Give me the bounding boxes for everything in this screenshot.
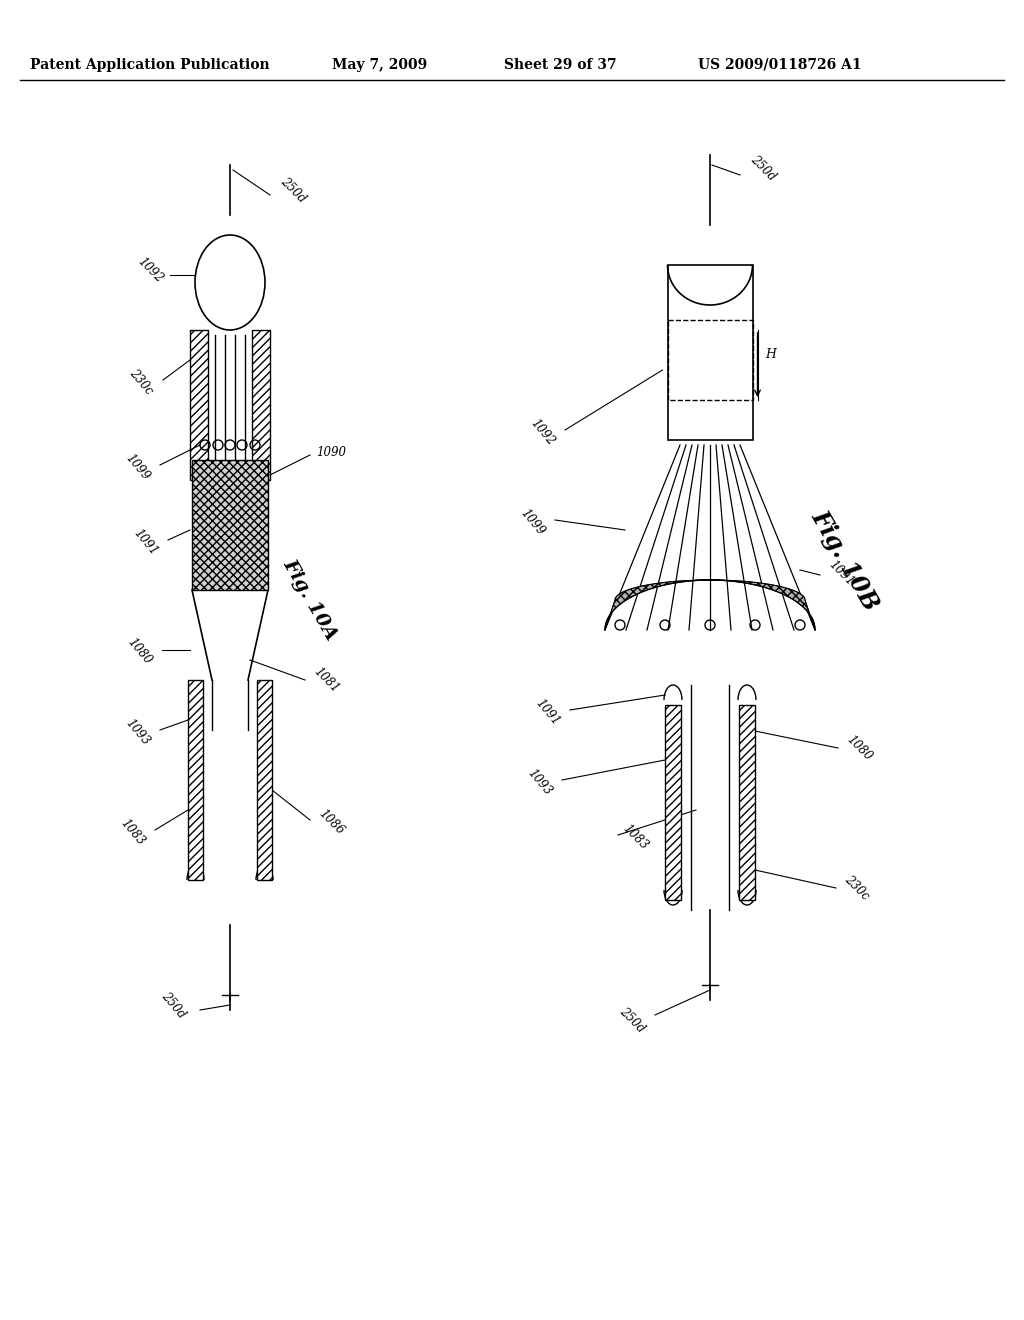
- Text: 1091: 1091: [532, 697, 562, 727]
- Text: 250d: 250d: [616, 1005, 647, 1035]
- Bar: [739, 705, 755, 900]
- Text: 250d: 250d: [159, 989, 188, 1020]
- Text: 230c: 230c: [842, 873, 871, 903]
- Text: US 2009/0118726 A1: US 2009/0118726 A1: [698, 58, 862, 73]
- Text: 1099: 1099: [123, 451, 152, 483]
- Text: 1083: 1083: [620, 822, 650, 853]
- Bar: [188, 680, 203, 880]
- Text: Patent Application Publication: Patent Application Publication: [30, 58, 269, 73]
- Text: 1092: 1092: [527, 416, 557, 447]
- Text: 1093: 1093: [123, 717, 152, 747]
- Bar: [188, 680, 203, 880]
- Ellipse shape: [195, 235, 265, 330]
- Text: 1091: 1091: [131, 527, 160, 557]
- FancyBboxPatch shape: [252, 330, 270, 480]
- Text: Fig. 10A: Fig. 10A: [280, 556, 341, 644]
- FancyBboxPatch shape: [668, 265, 753, 440]
- FancyBboxPatch shape: [190, 330, 208, 480]
- Text: 1083: 1083: [118, 816, 147, 847]
- Text: 1093: 1093: [524, 767, 554, 797]
- Text: 250d: 250d: [278, 174, 308, 205]
- Text: 1086: 1086: [316, 807, 346, 837]
- Text: H: H: [765, 348, 776, 362]
- Bar: [739, 705, 755, 900]
- Text: 1081: 1081: [311, 665, 341, 696]
- Text: May 7, 2009: May 7, 2009: [333, 58, 428, 73]
- Text: Sheet 29 of 37: Sheet 29 of 37: [504, 58, 616, 73]
- Text: 1080: 1080: [844, 733, 874, 763]
- Text: 1099: 1099: [518, 507, 547, 537]
- Bar: [665, 705, 681, 900]
- Text: 250d: 250d: [748, 153, 778, 183]
- Bar: [668, 319, 753, 400]
- Text: 1080: 1080: [125, 635, 154, 667]
- Text: Fig. 10B: Fig. 10B: [807, 506, 884, 614]
- Bar: [257, 680, 272, 880]
- Text: 230c: 230c: [126, 367, 155, 397]
- Polygon shape: [605, 579, 815, 630]
- Bar: [193, 459, 268, 590]
- Bar: [665, 705, 681, 900]
- Text: 1091: 1091: [826, 558, 856, 589]
- Bar: [193, 459, 268, 590]
- Bar: [257, 680, 272, 880]
- Text: 1092: 1092: [134, 255, 165, 285]
- Text: 1090: 1090: [316, 446, 346, 458]
